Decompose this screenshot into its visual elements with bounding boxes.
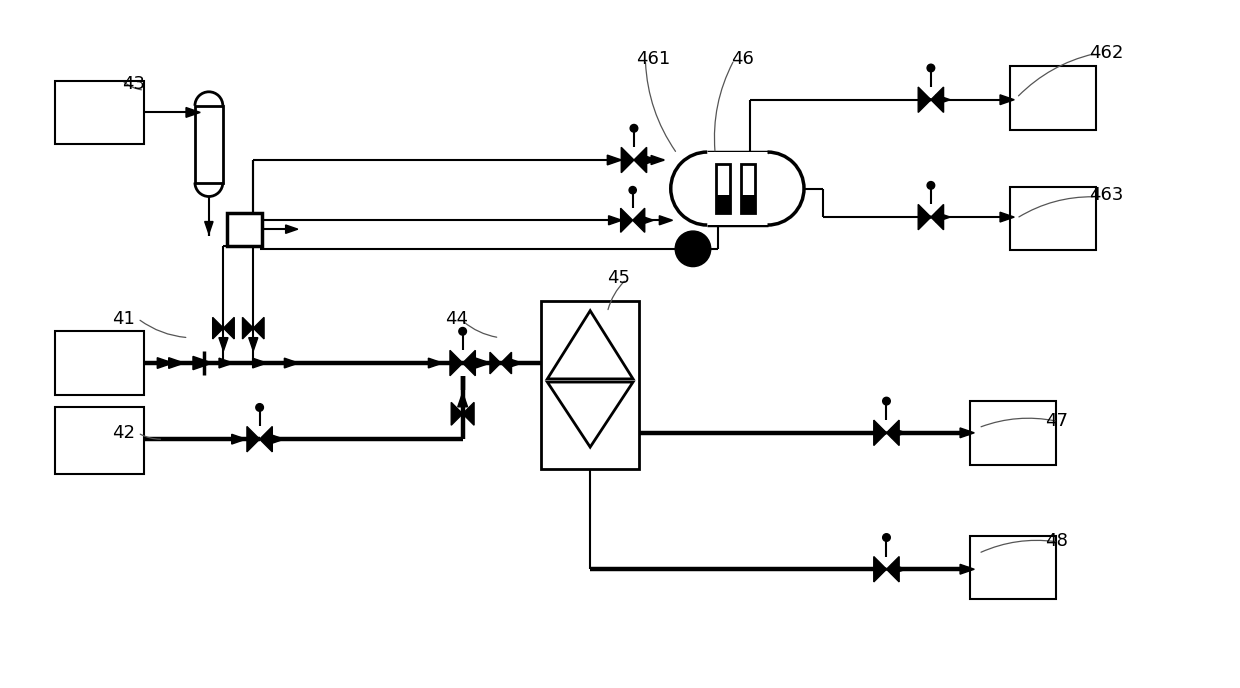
Polygon shape <box>874 420 887 446</box>
Polygon shape <box>999 95 1014 105</box>
Polygon shape <box>960 428 975 438</box>
Bar <box>56 407 144 474</box>
Polygon shape <box>253 358 267 368</box>
Polygon shape <box>470 358 484 368</box>
Circle shape <box>883 534 890 541</box>
Circle shape <box>629 186 636 194</box>
Polygon shape <box>223 317 234 339</box>
Text: 47: 47 <box>1045 411 1068 429</box>
Polygon shape <box>193 356 212 369</box>
Polygon shape <box>270 434 284 444</box>
Circle shape <box>459 327 466 335</box>
Polygon shape <box>919 212 932 222</box>
Polygon shape <box>999 212 1014 222</box>
Polygon shape <box>931 204 944 230</box>
Polygon shape <box>621 208 632 233</box>
Polygon shape <box>157 358 172 368</box>
Polygon shape <box>919 95 932 105</box>
Bar <box>740 195 754 213</box>
Polygon shape <box>874 557 887 582</box>
Polygon shape <box>609 216 621 225</box>
Polygon shape <box>632 208 645 233</box>
Circle shape <box>630 125 637 132</box>
Polygon shape <box>169 358 185 368</box>
Polygon shape <box>874 564 889 574</box>
Polygon shape <box>547 382 632 447</box>
Polygon shape <box>213 317 223 339</box>
Text: 463: 463 <box>1090 186 1123 204</box>
Polygon shape <box>476 358 490 368</box>
Polygon shape <box>892 564 905 574</box>
Bar <box>56 80 144 144</box>
Polygon shape <box>918 204 931 230</box>
Polygon shape <box>463 402 474 425</box>
Polygon shape <box>634 147 646 173</box>
Bar <box>707 152 768 225</box>
Polygon shape <box>936 212 950 222</box>
Text: 43: 43 <box>122 76 145 94</box>
Polygon shape <box>428 358 443 368</box>
Polygon shape <box>284 358 299 368</box>
Text: 461: 461 <box>636 50 670 68</box>
Polygon shape <box>936 95 950 105</box>
Bar <box>970 536 1056 599</box>
Polygon shape <box>232 434 246 444</box>
Polygon shape <box>285 225 298 233</box>
Polygon shape <box>660 216 672 225</box>
Polygon shape <box>887 420 899 446</box>
Polygon shape <box>259 427 273 452</box>
Polygon shape <box>253 317 264 339</box>
Circle shape <box>883 397 890 405</box>
Polygon shape <box>219 358 233 368</box>
Bar <box>1011 186 1096 250</box>
Text: 462: 462 <box>1090 43 1123 62</box>
Text: 45: 45 <box>608 269 630 287</box>
Circle shape <box>255 404 263 411</box>
Bar <box>541 301 640 469</box>
Polygon shape <box>640 216 653 225</box>
Polygon shape <box>892 428 905 438</box>
Polygon shape <box>219 338 228 351</box>
Polygon shape <box>490 352 501 374</box>
Polygon shape <box>960 564 975 574</box>
Polygon shape <box>249 338 258 351</box>
Bar <box>195 106 223 182</box>
Polygon shape <box>247 427 259 452</box>
Polygon shape <box>458 393 467 407</box>
Polygon shape <box>918 87 931 112</box>
Circle shape <box>928 182 935 189</box>
Text: 48: 48 <box>1045 533 1068 550</box>
Circle shape <box>928 64 935 72</box>
Polygon shape <box>451 402 463 425</box>
Polygon shape <box>547 311 632 379</box>
Bar <box>717 195 730 213</box>
Polygon shape <box>186 107 200 118</box>
Polygon shape <box>205 222 213 234</box>
Polygon shape <box>450 350 463 376</box>
Circle shape <box>676 231 711 266</box>
Bar <box>1011 66 1096 129</box>
Polygon shape <box>874 428 889 438</box>
Polygon shape <box>501 352 512 374</box>
Text: 46: 46 <box>732 50 754 68</box>
Polygon shape <box>651 155 665 164</box>
Bar <box>740 164 754 213</box>
Bar <box>717 164 730 213</box>
Polygon shape <box>684 244 698 254</box>
Polygon shape <box>608 155 621 165</box>
Polygon shape <box>642 155 657 165</box>
Polygon shape <box>887 557 899 582</box>
Bar <box>56 332 144 395</box>
Text: 42: 42 <box>113 424 135 442</box>
Polygon shape <box>243 317 253 339</box>
Polygon shape <box>507 358 522 368</box>
Bar <box>227 213 262 246</box>
Text: 44: 44 <box>445 310 469 328</box>
Polygon shape <box>463 350 475 376</box>
Text: 41: 41 <box>113 310 135 328</box>
Polygon shape <box>621 147 634 173</box>
Bar <box>970 401 1056 464</box>
Polygon shape <box>931 87 944 112</box>
